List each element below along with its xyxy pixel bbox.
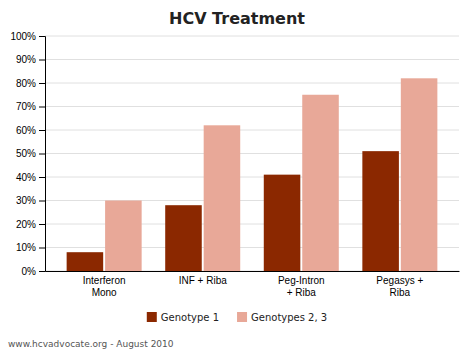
legend-item: Genotype 1 (147, 312, 219, 323)
x-tick: Peg-Intron+ Riba (278, 275, 325, 298)
y-tick: 10% (16, 242, 45, 253)
tick-mark (39, 154, 45, 155)
y-axis: 0% 10% 20% 30% 40% 50% 60% 70% 80% 90% 100% (10, 31, 45, 277)
y-tick: 80% (16, 78, 45, 89)
tick-mark (39, 248, 45, 249)
tick-label: InterferonMono (83, 275, 126, 298)
legend-item: Genotypes 2, 3 (237, 312, 327, 323)
tick-label: 70% (16, 101, 36, 112)
bar (401, 78, 438, 271)
y-tick: 20% (16, 219, 45, 230)
tick-label: Pegasys +Riba (376, 275, 423, 298)
y-tick: 60% (16, 125, 45, 136)
tick-mark (39, 36, 45, 37)
bar (362, 151, 399, 271)
tick-label: 100% (10, 31, 36, 42)
legend-label: Genotypes 2, 3 (251, 312, 327, 323)
y-tick: 40% (16, 172, 45, 183)
legend: Genotype 1 Genotypes 2, 3 (147, 312, 327, 323)
tick-mark (39, 271, 45, 272)
tick-label: 50% (16, 148, 36, 159)
annotation: www.hcvadvocate.org - August 2010 (8, 339, 174, 349)
tick-label: 80% (16, 78, 36, 89)
tick-label: Peg-Intron+ Riba (278, 275, 325, 298)
bar (105, 201, 142, 272)
tick-mark (39, 201, 45, 202)
tick-label: 90% (16, 54, 36, 65)
grid-line (45, 106, 459, 107)
tick-label-line: Interferon (83, 275, 126, 286)
tick-mark (39, 130, 45, 131)
tick-label: 40% (16, 172, 36, 183)
y-tick: 0% (22, 266, 45, 277)
tick-label: 10% (16, 242, 36, 253)
tick-label-line: Mono (92, 287, 117, 298)
x-tick: Pegasys +Riba (376, 275, 423, 298)
bar (302, 95, 339, 271)
tick-mark (39, 60, 45, 61)
legend-swatch (147, 312, 157, 322)
bar (67, 252, 104, 271)
title: HCV Treatment (169, 9, 305, 28)
tick-label: INF + Riba (179, 275, 228, 286)
bar (165, 205, 202, 271)
axis-line (39, 37, 46, 272)
bar (204, 125, 241, 271)
tick-label: 20% (16, 219, 36, 230)
grid-line (45, 36, 459, 37)
tick-mark (39, 83, 45, 84)
tick-label: 0% (22, 266, 37, 277)
tick-mark (39, 224, 45, 225)
tick-label-line: Peg-Intron (278, 275, 325, 286)
tick-mark (39, 177, 45, 178)
tick-label-line: Riba (390, 287, 411, 298)
tick-label-line: INF + Riba (179, 275, 228, 286)
bar-series (105, 78, 437, 271)
legend-swatch (237, 312, 247, 322)
grid-line (45, 83, 459, 84)
tick-label: 30% (16, 195, 36, 206)
x-tick: InterferonMono (83, 275, 126, 298)
y-tick: 70% (16, 101, 45, 112)
grid-line (45, 59, 459, 60)
grid-line (45, 130, 459, 131)
tick-label-line: Pegasys + (376, 275, 423, 286)
y-tick: 50% (16, 148, 45, 159)
y-tick: 30% (16, 195, 45, 206)
plot: 0% 10% 20% 30% 40% 50% 60% 70% 80% 90% 100% Interfe… (10, 31, 459, 298)
y-tick: 100% (10, 31, 45, 42)
legend-label: Genotype 1 (161, 312, 219, 323)
x-axis: InterferonMono INF + Riba Peg-Intron+ Riba… (46, 272, 460, 298)
bar (264, 175, 301, 271)
grid (45, 36, 459, 271)
tick-label-line: + Riba (287, 287, 317, 298)
tick-mark (39, 107, 45, 108)
bars (67, 78, 438, 271)
x-tick: INF + Riba (179, 275, 228, 286)
y-tick: 90% (16, 54, 45, 65)
axis-line (46, 271, 460, 272)
tick-label: 60% (16, 125, 36, 136)
chart: HCV Treatment 0% 10% 20% 30% 40% 50% 60% 70% 80% 9… (0, 0, 474, 355)
